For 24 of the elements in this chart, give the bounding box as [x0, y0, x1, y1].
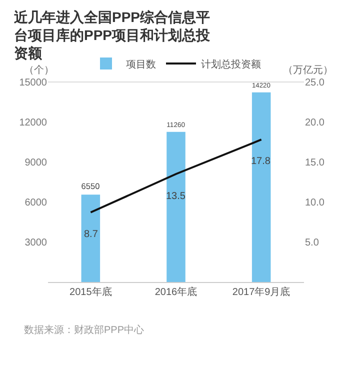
y2-tick-label: 5.0 — [305, 238, 320, 248]
legend-label: 计划总投资额 — [201, 58, 261, 70]
legend-label: 项目数 — [126, 59, 156, 70]
y-tick-label: 6000 — [24, 198, 48, 208]
y2-tick-label: 20.0 — [305, 118, 325, 128]
y2-axis-title: （万亿元） — [283, 65, 333, 76]
x-tick-label: 2017年9月底 — [232, 286, 290, 298]
x-tick-label: 2015年底 — [70, 286, 112, 298]
y2-tick-label: 10.0 — [305, 198, 325, 208]
y2-tick-label: 15.0 — [305, 158, 325, 168]
data-label: 6550 — [81, 182, 100, 192]
bar — [81, 194, 100, 282]
y-tick-label: 12000 — [19, 118, 48, 128]
data-label: 13.5 — [166, 191, 186, 202]
y-tick-label: 3000 — [24, 238, 48, 248]
data-label: 8.7 — [84, 229, 98, 240]
y-axis-title: （个） — [24, 64, 54, 76]
y-tick-label: 15000 — [19, 78, 48, 88]
y2-tick-label: 25.0 — [305, 78, 325, 88]
bar — [166, 132, 186, 282]
bar — [252, 92, 271, 282]
source-note: 数据来源：财政部PPP中心 — [24, 324, 144, 336]
x-tick-label: 2016年底 — [154, 286, 198, 298]
y-tick-label: 9000 — [24, 158, 48, 168]
